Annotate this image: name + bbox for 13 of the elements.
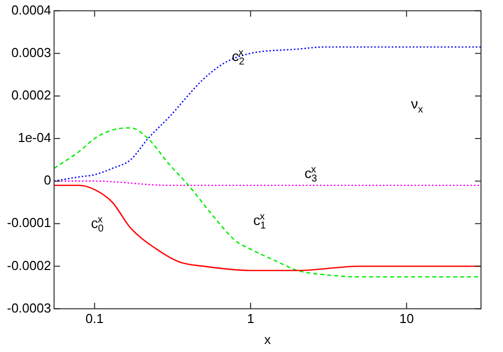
y-tick-label: -0.0001 [6,215,52,230]
x-axis-title: x [264,332,272,347]
y-tick-label: -0.0003 [6,300,52,316]
y-tick-label: -0.0002 [6,258,52,273]
y-tick-label: 0.0004 [11,2,52,18]
y-tick-label: 0.0003 [11,44,52,60]
y-tick-label: 0 [44,172,52,188]
y-tick-label: 0.0002 [11,88,52,103]
x-tick-label: 10 [399,311,414,326]
x-tick-label: 1 [246,311,254,326]
annotation: ν$_{x}$ [410,96,423,116]
x-tick-label: 0.1 [86,311,104,326]
y-tick-label: 1e-04 [18,130,52,146]
